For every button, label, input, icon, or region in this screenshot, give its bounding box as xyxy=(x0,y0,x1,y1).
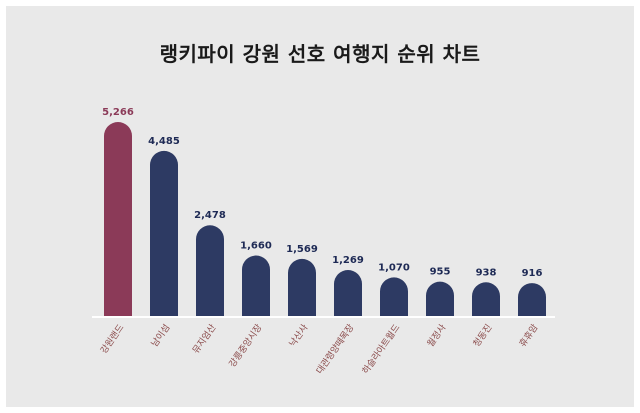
value-label-7: 1,070 xyxy=(378,262,410,273)
value-label-2: 4,485 xyxy=(148,136,180,147)
chart-title: 랭키파이 강원 선호 여행지 순위 차트 xyxy=(159,42,481,66)
value-label-4: 1,660 xyxy=(240,241,272,252)
value-label-8: 955 xyxy=(430,267,451,278)
category-label-6: 대관령양떼목장 xyxy=(313,322,356,376)
value-label-5: 1,569 xyxy=(286,244,318,255)
category-label-7: 하슬라아트월드 xyxy=(359,322,402,376)
bar-3 xyxy=(196,225,224,317)
bar-10 xyxy=(518,283,546,317)
category-label-3: 뮤지엄산 xyxy=(190,322,219,356)
bar-6 xyxy=(334,270,362,317)
category-label-4: 강릉중앙시장 xyxy=(226,322,264,370)
category-label-8: 월정사 xyxy=(424,321,448,349)
value-label-10: 916 xyxy=(522,268,543,279)
bar-7 xyxy=(380,277,408,317)
bar-5 xyxy=(288,258,316,317)
bar-4 xyxy=(242,255,270,317)
value-label-1: 5,266 xyxy=(102,107,134,118)
category-label-1: 강원랜드 xyxy=(98,322,126,355)
bar-9 xyxy=(472,282,500,317)
category-label-2: 남이섬 xyxy=(149,322,172,349)
category-label-10: 휴휴암 xyxy=(516,322,540,349)
bar-8 xyxy=(426,281,454,317)
category-label-9: 청동진 xyxy=(471,322,494,349)
bar-2 xyxy=(150,150,178,317)
value-label-3: 2,478 xyxy=(194,210,226,221)
value-label-6: 1,269 xyxy=(332,255,364,266)
value-label-9: 938 xyxy=(476,267,497,278)
category-label-5: 낙산사 xyxy=(287,322,311,349)
bar-1 xyxy=(104,122,132,317)
